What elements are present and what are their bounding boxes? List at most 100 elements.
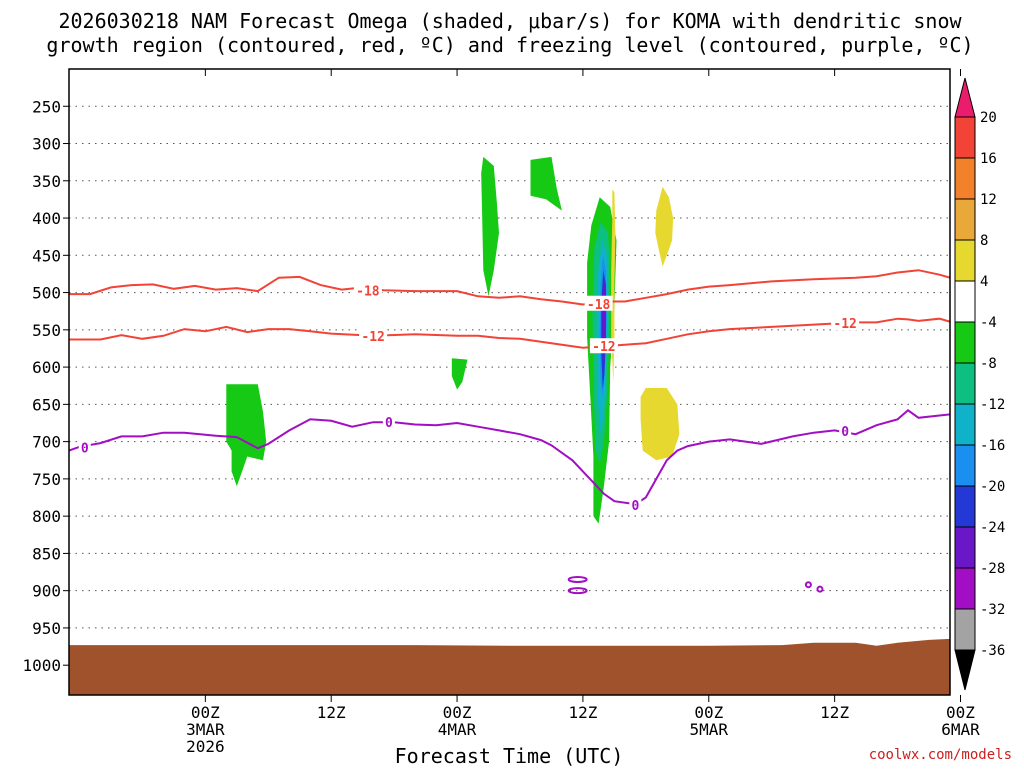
y-axis-ticks: 250 300 350 400 450 500 550 600 650 700 750 800 850 9… [22,97,69,675]
y-tick-label-1000: 1000 [22,656,61,675]
y-tick-label-350: 350 [32,172,61,191]
x-tick-label: 5MAR [690,720,729,739]
colorbar-label: -36 [980,643,1005,659]
contour-label: -12 [592,340,615,355]
colorbar-swatch [954,321,976,364]
temperature-contours [69,269,950,595]
ground-fill [69,638,950,695]
colorbar-label: -28 [980,561,1005,577]
colorbar-label: 16 [980,151,997,167]
contour-label-bg [831,315,860,331]
colorbar-label: -20 [980,479,1005,495]
colorbar-label: -24 [980,520,1005,536]
colorbar-swatch [954,444,976,487]
colorbar-label: -12 [980,397,1005,413]
contour-label: -12 [833,317,856,332]
x-tick-label: 00Z [191,703,220,722]
plot-area [69,69,950,695]
contour-label: 0 [385,416,393,431]
y-tick-label-400: 400 [32,209,61,228]
x-tick-label: 12Z [820,703,849,722]
colorbar-label: -16 [980,438,1005,454]
x-tick-label: 00Z [946,703,975,722]
colorbar-swatch [954,362,976,405]
omega-region-11 [611,189,616,382]
contour-label-bg [629,496,642,512]
contour-label-bg [382,414,395,430]
contour-label: 0 [841,425,849,440]
y-tick-label-950: 950 [32,619,61,638]
x-tick-label: 3MAR [186,720,225,739]
contour-label-bg [584,295,613,311]
omega-region-4 [971,315,1002,554]
freezing-level-blob [804,581,812,589]
contour-label: -18 [356,284,380,299]
credit-link[interactable]: coolwx.com/models [869,747,1012,763]
x-tick-label: 4MAR [438,720,477,739]
freezing-level-blob [567,587,588,595]
contour-label-bg [78,439,91,455]
colorbar-label: 20 [980,110,997,126]
contour-label: -18 [587,298,611,313]
omega-shading [226,156,1002,554]
y-tick-label-750: 750 [32,470,61,489]
colorbar-legend: 20 16 12 8 4 -4 -8 -12 -16 -20 -24 -28 -32 -36 [954,77,1005,691]
contour-line-0 [69,269,950,306]
y-tick-label-550: 550 [32,321,61,340]
colorbar-label: -8 [980,356,997,372]
contour-label-bg [359,327,388,343]
x-tick-label: 00Z [694,703,723,722]
colorbar-swatch [954,485,976,528]
x-tick-label: 12Z [568,703,597,722]
colorbar-swatch [954,198,976,241]
omega-region-1 [530,156,562,211]
colorbar-swatch [954,239,976,282]
x-tick-label: 12Z [317,703,346,722]
y-tick-label-700: 700 [32,433,61,452]
contour-label-bg [589,338,618,354]
colorbar-label: 8 [980,233,988,249]
freezing-level-blob [816,585,824,593]
colorbar-top-arrow [954,77,976,118]
colorbar-bottom-arrow [954,649,976,691]
y-tick-label-900: 900 [32,582,61,601]
x-tick-label: 2026 [186,737,225,756]
y-tick-label-850: 850 [32,544,61,563]
y-tick-label-650: 650 [32,395,61,414]
omega-region-13 [640,388,680,461]
contour-label: 0 [81,442,89,457]
omega-region-0 [481,156,499,297]
contour-label-bg [353,282,382,298]
y-tick-label-250: 250 [32,97,61,116]
colorbar-label: -32 [980,602,1005,618]
colorbar-swatch [954,157,976,200]
contour-label: -12 [361,330,384,345]
y-tick-label-450: 450 [32,246,61,265]
colorbar-label: 12 [980,192,997,208]
ground-surface [69,638,950,695]
y-tick-label-800: 800 [32,507,61,526]
freezing-level-blob [567,575,588,583]
omega-region-12 [655,186,674,267]
chart-title-line-2: growth region (contoured, red, ºC) and f… [46,33,973,57]
y-tick-label-500: 500 [32,284,61,303]
colorbar-swatch [954,116,976,159]
contour-label-bg [839,423,852,439]
colorbar-label: -4 [980,315,997,331]
colorbar-swatch [954,280,976,323]
chart-title-line-1: 2026030218 NAM Forecast Omega (shaded, μ… [58,9,962,33]
colorbar-swatch [954,567,976,610]
contour-line-1 [69,317,950,349]
colorbar-swatch [954,608,976,651]
y-tick-label-600: 600 [32,358,61,377]
contour-labels: -18 -18 -12 -12 -12 0 0 0 0 [78,282,860,514]
omega-region-3 [226,384,267,487]
x-axis-label: Forecast Time (UTC) [395,744,624,768]
colorbar-swatch [954,403,976,446]
omega-region-2 [451,358,468,390]
colorbar-label: 4 [980,274,988,290]
plot-frame [68,68,951,696]
colorbar-swatch [954,526,976,569]
